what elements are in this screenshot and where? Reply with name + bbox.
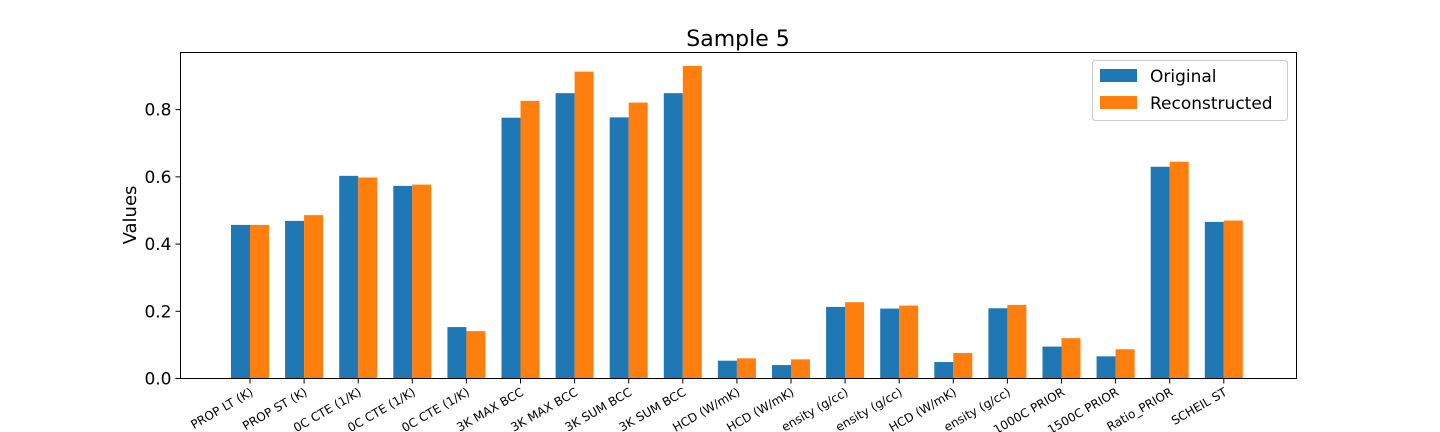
bar-original-1 — [285, 220, 305, 379]
bar-reconstructed-8 — [682, 65, 702, 379]
bar-reconstructed-11 — [845, 302, 865, 379]
bar-original-2 — [339, 175, 359, 379]
bar-reconstructed-10 — [791, 359, 810, 379]
legend-label-reconstructed: Reconstructed — [1150, 94, 1273, 114]
y-tick-label: 0.4 — [144, 235, 171, 255]
bar-original-6 — [555, 93, 575, 379]
bar-original-18 — [1204, 221, 1224, 379]
bar-reconstructed-12 — [899, 305, 919, 379]
y-tick-label: 0.6 — [144, 168, 171, 188]
bar-reconstructed-0 — [250, 224, 269, 379]
bar-original-9 — [717, 360, 737, 379]
legend-box — [1092, 60, 1288, 121]
bar-original-7 — [609, 117, 629, 379]
bar-reconstructed-18 — [1223, 220, 1243, 379]
bar-reconstructed-1 — [304, 215, 324, 379]
bar-reconstructed-15 — [1061, 338, 1081, 379]
bar-original-4 — [447, 327, 467, 379]
bar-reconstructed-14 — [1007, 304, 1027, 379]
legend-swatch-original — [1100, 69, 1137, 82]
legend-swatch-reconstructed — [1100, 96, 1137, 109]
bar-original-12 — [880, 308, 900, 379]
y-tick-label: 0.0 — [144, 370, 171, 390]
y-tick-label: 0.2 — [144, 302, 171, 322]
bar-original-16 — [1096, 356, 1116, 379]
legend: Original Reconstructed — [1092, 60, 1288, 121]
bar-reconstructed-7 — [628, 102, 648, 379]
legend-label-original: Original — [1150, 67, 1217, 87]
bar-reconstructed-4 — [466, 331, 486, 379]
x-axis: PROP LT (K)PROP ST (K)0C CTE (1/K)0C CTE… — [188, 378, 1230, 432]
bar-original-0 — [231, 224, 250, 379]
bar-original-8 — [663, 93, 683, 379]
bar-original-15 — [1042, 346, 1062, 379]
bar-reconstructed-3 — [412, 184, 432, 379]
y-axis-label: Values — [120, 186, 141, 245]
bar-reconstructed-5 — [520, 100, 540, 379]
bar-reconstructed-2 — [358, 177, 378, 379]
bar-original-14 — [988, 308, 1008, 379]
bar-reconstructed-13 — [953, 352, 973, 379]
bar-original-10 — [772, 365, 791, 379]
bar-reconstructed-9 — [736, 358, 756, 379]
x-tick-label: SCHEIL ST — [1169, 385, 1230, 428]
bar-reconstructed-6 — [574, 71, 594, 379]
bar-original-3 — [393, 185, 413, 379]
y-tick-label: 0.8 — [144, 101, 171, 121]
bar-original-5 — [501, 117, 521, 379]
bar-reconstructed-17 — [1169, 161, 1189, 379]
plot-frame — [180, 52, 1297, 379]
bar-original-11 — [826, 306, 846, 379]
bar-original-13 — [934, 362, 954, 379]
bar-original-17 — [1150, 166, 1170, 379]
bars-group — [231, 65, 1243, 379]
y-axis: 0.0 0.2 0.4 0.6 0.8 — [144, 101, 181, 390]
bar-reconstructed-16 — [1115, 349, 1135, 379]
chart-title: Sample 5 — [686, 27, 789, 52]
